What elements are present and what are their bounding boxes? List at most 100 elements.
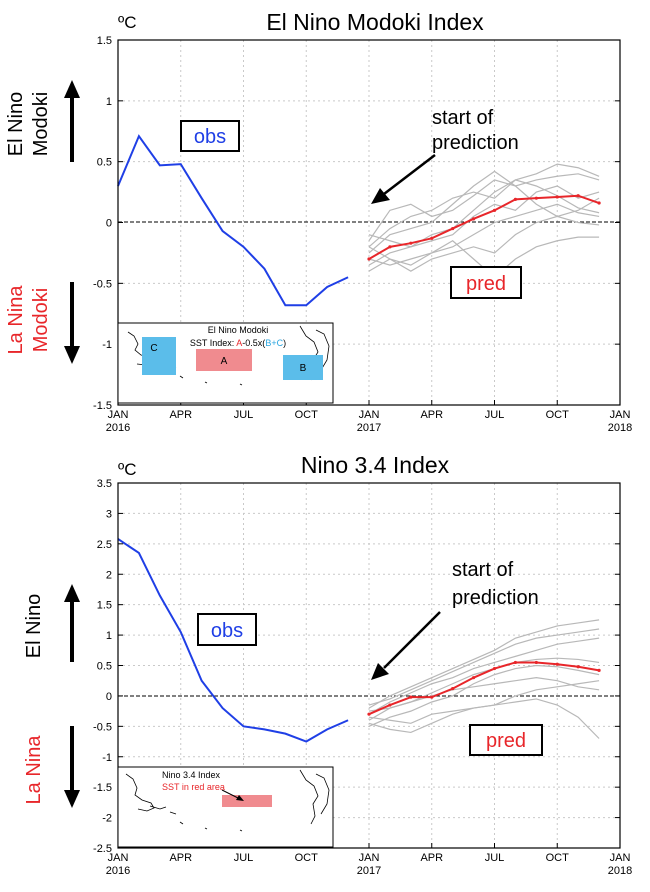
y-tick-label: 1 <box>106 630 112 642</box>
nino34-region-box <box>222 795 272 807</box>
y-axis-ticks: -1.5 -1 -0.5 0 0.5 1 1.5 <box>93 35 620 412</box>
pred-label: pred <box>486 730 526 752</box>
start-of-prediction-line1: start of <box>432 107 494 129</box>
el-nino-label: El Nino <box>23 594 45 658</box>
y-tick-label: 3.5 <box>97 478 112 490</box>
x-tick-year-label: 2016 <box>106 422 130 434</box>
obs-label: obs <box>194 126 226 148</box>
prediction-point <box>576 194 580 198</box>
inset-map-nino34: Nino 3.4 Index SST in red area <box>117 766 334 848</box>
y-tick-label: -1 <box>102 752 112 764</box>
x-tick-year-label: 2018 <box>608 865 632 877</box>
y-tick-label: 2.5 <box>97 539 112 551</box>
prediction-mean-line <box>367 660 601 716</box>
x-tick-label: OCT <box>295 852 319 864</box>
unit-label: ºC <box>118 460 137 479</box>
y-tick-label: 0.5 <box>97 157 112 169</box>
prediction-point <box>409 241 413 245</box>
prediction-point <box>597 668 601 672</box>
prediction-mean-line <box>367 194 601 261</box>
x-tick-year-label: 2017 <box>357 865 381 877</box>
x-tick-label: JAN <box>108 852 129 864</box>
start-of-prediction-arrow <box>371 611 441 680</box>
inset-map-modoki: A B C El Nino Modoki SST Index: A-0.5x(B… <box>117 322 334 404</box>
obs-label-box <box>197 613 257 646</box>
la-nina-label-line1: La Nina <box>5 285 27 355</box>
x-tick-label: JAN <box>359 852 380 864</box>
region-c-label: C <box>150 343 157 354</box>
start-of-prediction-line2: prediction <box>432 132 519 154</box>
prediction-point <box>534 660 538 665</box>
ensemble-member-line <box>368 664 600 727</box>
prediction-point <box>388 703 392 707</box>
ensemble-member-line <box>368 698 600 739</box>
el-nino-label-line2: Modoki <box>30 92 52 156</box>
y-tick-label: -2 <box>102 813 112 825</box>
ensemble-members <box>368 619 600 739</box>
x-tick-label: APR <box>169 409 192 421</box>
x-tick-label: JUL <box>485 852 505 864</box>
unit-label: ºC <box>118 13 137 32</box>
prediction-point <box>534 196 538 200</box>
obs-label: obs <box>211 620 243 642</box>
prediction-point <box>471 676 476 680</box>
el-nino-arrow <box>64 80 80 162</box>
y-tick-label: -0.5 <box>93 278 112 290</box>
gridlines <box>118 40 620 405</box>
prediction-point <box>451 226 455 231</box>
prediction-point <box>597 201 601 205</box>
start-of-prediction-arrow <box>371 154 436 204</box>
x-tick-label: APR <box>420 852 443 864</box>
ensemble-members <box>368 163 600 279</box>
chart-title: El Nino Modoki Index <box>266 9 484 35</box>
prediction-point <box>451 687 455 691</box>
la-nina-arrow <box>64 282 80 364</box>
x-tick-label: OCT <box>546 409 570 421</box>
x-tick-label: JAN <box>359 409 380 421</box>
ensemble-member-line <box>368 185 600 248</box>
x-tick-label: JUL <box>234 852 254 864</box>
x-tick-label: JUL <box>485 409 505 421</box>
chart-title: Nino 3.4 Index <box>301 452 450 478</box>
prediction-point <box>513 197 518 201</box>
pred-label: pred <box>466 273 506 295</box>
y-tick-label: 3 <box>106 508 112 520</box>
x-tick-label: OCT <box>546 852 570 864</box>
pred-label-box <box>469 724 543 756</box>
x-tick-label: JAN <box>610 409 631 421</box>
y-tick-label: 0 <box>106 218 112 230</box>
ensemble-member-line <box>368 677 600 712</box>
observed-path <box>117 134 349 307</box>
inset-formula: SST Index: A-0.5x(B+C) <box>190 338 286 348</box>
pred-label-box <box>450 266 522 299</box>
x-tick-year-label: 2017 <box>357 422 381 434</box>
prediction-point <box>409 695 413 699</box>
y-tick-label: -1.5 <box>93 782 112 794</box>
prediction-point <box>388 245 392 249</box>
y-tick-label: -0.5 <box>93 721 112 733</box>
observed-line <box>117 134 349 307</box>
x-tick-label: JAN <box>108 409 129 421</box>
x-tick-label: OCT <box>295 409 319 421</box>
la-nina-label-line2: Modoki <box>30 288 52 352</box>
y-tick-label: -1 <box>102 339 112 351</box>
x-tick-label: APR <box>169 852 192 864</box>
x-tick-label: JUL <box>234 409 254 421</box>
inset-title: El Nino Modoki <box>208 325 269 335</box>
y-axis-ticks: -2.5 -2 -1.5 -1 -0.5 0 0.5 1 1.5 2 2.5 3 3.5 <box>93 478 620 855</box>
y-tick-label: 1.5 <box>97 35 112 47</box>
la-nina-label: La Nina <box>23 735 45 805</box>
prediction-point <box>492 666 497 671</box>
x-tick-label: APR <box>420 409 443 421</box>
prediction-point <box>367 257 371 261</box>
x-tick-label: JAN <box>610 852 631 864</box>
inset-subtitle: SST in red area <box>162 782 225 792</box>
y-tick-label: 2 <box>106 569 112 581</box>
y-tick-label: 0.5 <box>97 661 112 673</box>
prediction-mean-path <box>368 661 600 716</box>
prediction-point <box>492 208 497 212</box>
prediction-point <box>513 660 518 665</box>
x-tick-year-label: 2018 <box>608 422 632 434</box>
ensemble-member-line <box>368 619 600 709</box>
